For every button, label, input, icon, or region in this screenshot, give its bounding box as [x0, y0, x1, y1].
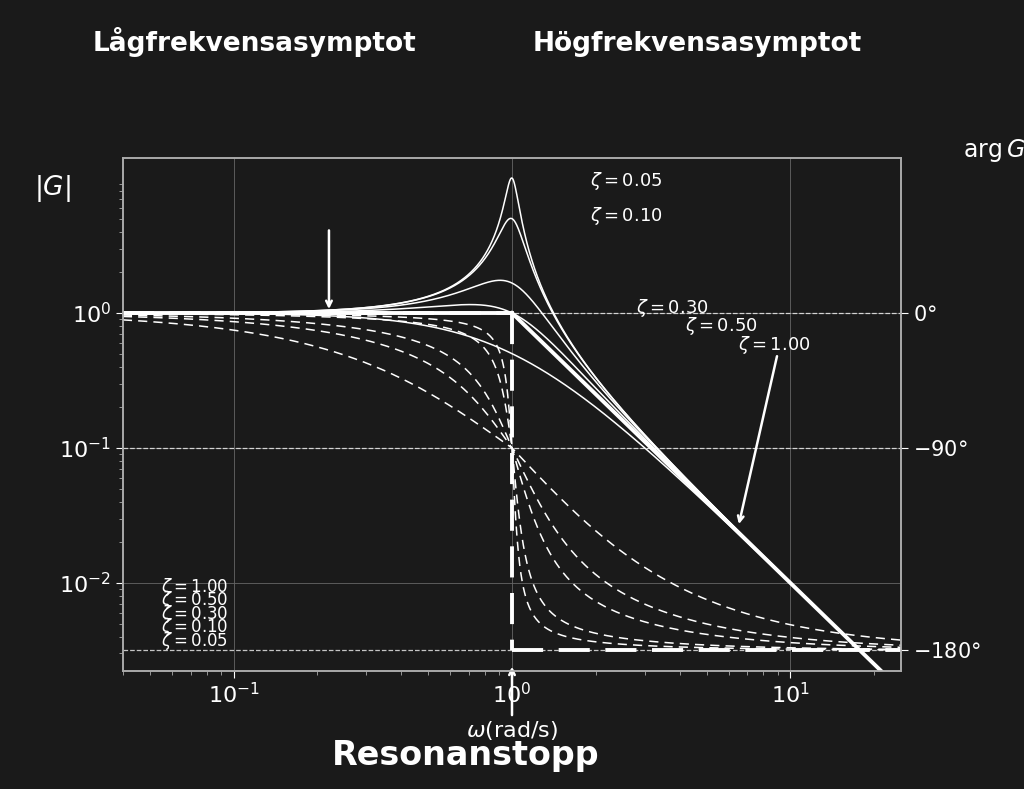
Text: $\zeta = 0.30$: $\zeta = 0.30$ [162, 603, 228, 625]
Text: $\zeta = 0.30$: $\zeta = 0.30$ [637, 297, 710, 320]
Text: $\arg G$: $\arg G$ [964, 137, 1024, 164]
Text: Högfrekvensasymptot: Högfrekvensasymptot [532, 32, 862, 58]
Text: $\zeta = 0.05$: $\zeta = 0.05$ [590, 170, 663, 192]
Text: Resonanstopp: Resonanstopp [332, 739, 600, 772]
Text: $\zeta = 0.50$: $\zeta = 0.50$ [685, 315, 758, 337]
Text: $\zeta = 0.05$: $\zeta = 0.05$ [162, 630, 228, 652]
Text: $\zeta = 1.00$: $\zeta = 1.00$ [162, 576, 228, 598]
X-axis label: $\omega(\mathrm{rad/s})$: $\omega(\mathrm{rad/s})$ [466, 719, 558, 742]
Text: $\zeta = 0.10$: $\zeta = 0.10$ [162, 616, 228, 638]
Text: $\zeta = 0.10$: $\zeta = 0.10$ [590, 205, 663, 227]
Text: Lågfrekvensasymptot: Lågfrekvensasymptot [92, 28, 416, 58]
Text: $|G|$: $|G|$ [35, 174, 72, 204]
Text: $\zeta = 0.50$: $\zeta = 0.50$ [162, 589, 228, 611]
Text: $\zeta = 1.00$: $\zeta = 1.00$ [738, 334, 811, 356]
